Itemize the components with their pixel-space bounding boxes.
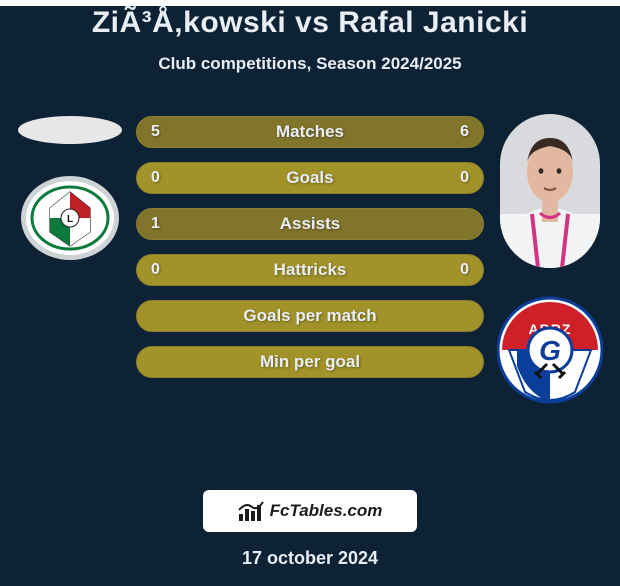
stat-bar-value-left: 5: [151, 117, 160, 147]
stat-bar: Matches5 6: [136, 116, 484, 148]
stat-bar-value-right: 0: [460, 163, 469, 193]
comparison-content: L: [0, 112, 620, 452]
stat-bar-value-left: 0: [151, 163, 160, 193]
club-gornik-crest-icon: ABRZ G: [497, 294, 603, 410]
stat-bar-value-left: 0: [151, 255, 160, 285]
right-player-column: ABRZ G: [488, 112, 612, 410]
stat-bar: Goals per match: [136, 300, 484, 332]
subtitle: Club competitions, Season 2024/2025: [0, 54, 620, 74]
brand-box: FcTables.com: [203, 490, 417, 532]
date-text: 17 october 2024: [0, 548, 620, 569]
stat-bar-label: Assists: [137, 209, 483, 239]
stat-bar-label: Matches: [137, 117, 483, 147]
stat-bar: Min per goal: [136, 346, 484, 378]
brand-chart-icon: [238, 500, 264, 522]
stat-bar: Goals0 0: [136, 162, 484, 194]
stat-bar-value-right: 0: [460, 255, 469, 285]
left-player-column: L: [8, 112, 132, 268]
stat-bar-label: Min per goal: [137, 347, 483, 377]
stat-bar-label: Goals: [137, 163, 483, 193]
stat-bars: Matches56Goals00Assists1Hattricks00Goals…: [136, 116, 484, 378]
stat-bar-value-left: 1: [151, 209, 160, 239]
stat-bar: Hattricks0 0: [136, 254, 484, 286]
stat-bar-value-right: 6: [460, 117, 469, 147]
stat-bar: Assists1: [136, 208, 484, 240]
stat-bar-label: Goals per match: [137, 301, 483, 331]
stat-bar-label: Hattricks: [137, 255, 483, 285]
svg-text:L: L: [67, 214, 73, 225]
page: ZiÃ³Å‚kowski vs Rafal Janicki Club compe…: [0, 6, 620, 586]
club-legia-crest-icon: L: [20, 168, 120, 268]
page-title: ZiÃ³Å‚kowski vs Rafal Janicki: [0, 6, 620, 40]
brand-text: FcTables.com: [270, 501, 383, 521]
player-left-avatar: [18, 116, 122, 144]
svg-text:G: G: [539, 335, 561, 366]
player-right-avatar: [500, 114, 600, 268]
